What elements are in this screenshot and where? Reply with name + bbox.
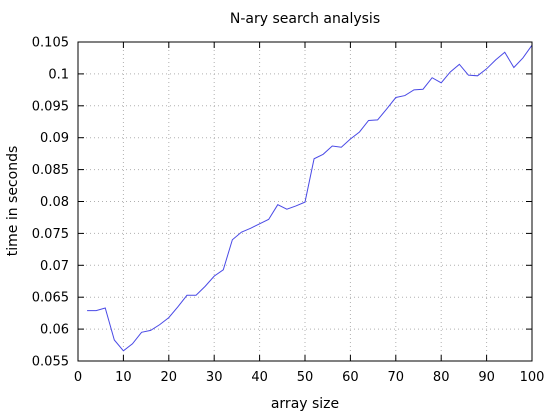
y-tick-label: 0.075 <box>32 227 69 242</box>
x-tick-label: 50 <box>297 370 314 385</box>
y-axis-label: time in seconds <box>5 146 21 257</box>
x-tick-label: 0 <box>74 370 82 385</box>
y-tick-label: 0.09 <box>40 131 69 146</box>
x-tick-label: 90 <box>478 370 495 385</box>
series-line <box>87 44 533 352</box>
x-tick-label: 60 <box>342 370 359 385</box>
chart-title: N-ary search analysis <box>230 11 380 27</box>
x-tick-label: 10 <box>115 370 132 385</box>
axis-ticks: 0 10 20 30 40 50 60 70 80 90 100 0.055 0.06 0.065 0.07… <box>32 36 545 386</box>
x-tick-label: 30 <box>206 370 223 385</box>
y-tick-label: 0.08 <box>40 195 69 210</box>
x-tick-label: 80 <box>433 370 450 385</box>
x-tick-label: 70 <box>388 370 405 385</box>
y-tick-label: 0.065 <box>32 291 69 306</box>
y-tick-label: 0.1 <box>48 67 69 82</box>
y-tick-label: 0.07 <box>40 259 69 274</box>
plot-frame <box>77 41 533 362</box>
data-series <box>87 44 533 352</box>
x-axis-label: array size <box>271 396 339 412</box>
x-tick-label: 40 <box>251 370 268 385</box>
y-tick-label: 0.105 <box>32 36 69 51</box>
y-tick-label: 0.06 <box>40 323 69 338</box>
y-tick-label: 0.095 <box>32 99 69 114</box>
y-tick-label: 0.055 <box>32 355 69 370</box>
y-tick-label: 0.085 <box>32 163 69 178</box>
x-tick-label: 100 <box>520 370 545 385</box>
x-tick-label: 20 <box>161 370 178 385</box>
